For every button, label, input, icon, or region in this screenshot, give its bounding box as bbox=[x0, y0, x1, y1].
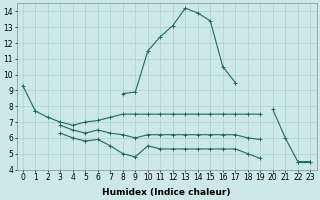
X-axis label: Humidex (Indice chaleur): Humidex (Indice chaleur) bbox=[102, 188, 231, 197]
